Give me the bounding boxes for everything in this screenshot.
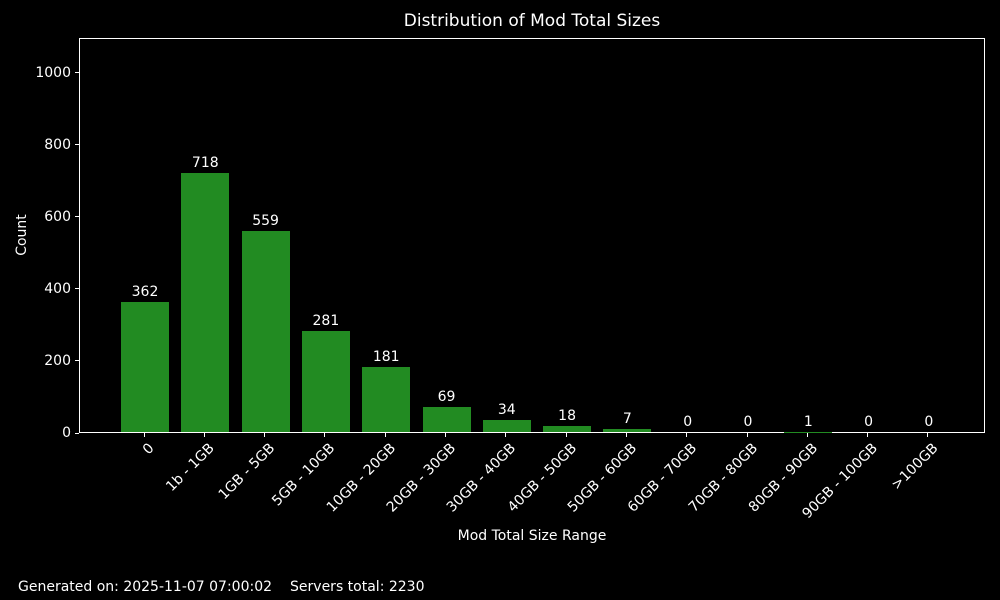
x-tick <box>686 433 688 437</box>
y-tick-label: 600 <box>44 208 71 225</box>
servers-total: Servers total: 2230 <box>290 579 425 595</box>
bar <box>241 230 290 432</box>
x-tick <box>806 433 808 437</box>
bar-value-label: 362 <box>131 283 159 300</box>
bar-value-label: 0 <box>924 414 934 430</box>
x-tick <box>746 433 748 437</box>
x-tick <box>445 433 446 437</box>
generated-timestamp: Generated on: 2025-11-07 07:00:02 <box>18 579 273 595</box>
bar-value-label: 34 <box>497 401 516 418</box>
bar <box>422 407 471 432</box>
bar-value-label: 7 <box>622 411 632 428</box>
bar <box>181 173 230 432</box>
bar <box>362 366 411 432</box>
bar <box>301 330 350 432</box>
bar <box>121 301 169 432</box>
x-tick <box>625 433 627 437</box>
bar-value-label: 559 <box>252 212 279 229</box>
x-tick <box>927 433 929 437</box>
x-axis-label: Mod Total Size Range <box>457 528 607 544</box>
x-tick-label: >100GB <box>888 440 942 494</box>
y-tick-label: 400 <box>44 280 71 297</box>
bar-value-label: 69 <box>437 389 456 406</box>
bar-value-label: 1 <box>803 413 813 430</box>
y-tick-label: 1000 <box>35 64 71 81</box>
bar-value-label: 0 <box>683 414 693 430</box>
x-tick <box>143 433 145 437</box>
x-tick <box>203 433 205 437</box>
x-tick <box>264 433 266 437</box>
plot-area: 362 718 559 281 181 69 34 18 7 0 0 1 0 0 <box>79 38 985 433</box>
x-tick-label: 1GB - 5GB <box>215 440 279 504</box>
y-tick <box>75 144 79 146</box>
bar-value-label: 181 <box>372 348 400 365</box>
x-tick-label: 1b - 1GB <box>163 440 218 495</box>
y-tick-label: 200 <box>44 352 71 369</box>
bar-value-label: 0 <box>743 414 753 430</box>
x-tick-label: 0 <box>139 440 158 458</box>
bar-value-label: 0 <box>864 414 874 430</box>
bar-value-label: 281 <box>312 312 340 329</box>
bar-value-label: 18 <box>558 407 577 424</box>
y-tick <box>75 288 79 290</box>
x-tick <box>384 433 386 437</box>
y-tick <box>75 432 79 434</box>
y-tick-label: 800 <box>44 136 71 153</box>
chart-title: Distribution of Mod Total Sizes <box>403 11 661 31</box>
y-tick-label: 0 <box>62 425 71 441</box>
bar <box>543 425 592 432</box>
bar <box>603 429 652 432</box>
x-tick <box>505 433 507 437</box>
x-tick <box>565 433 567 437</box>
x-tick <box>324 433 326 437</box>
bar-value-label: 718 <box>191 155 219 172</box>
y-tick <box>75 72 79 74</box>
footer: Generated on: 2025-11-07 07:00:02 Servers… <box>18 579 425 595</box>
y-tick <box>75 216 79 218</box>
y-tick <box>75 360 79 362</box>
x-tick <box>867 433 869 437</box>
bar <box>482 419 531 432</box>
